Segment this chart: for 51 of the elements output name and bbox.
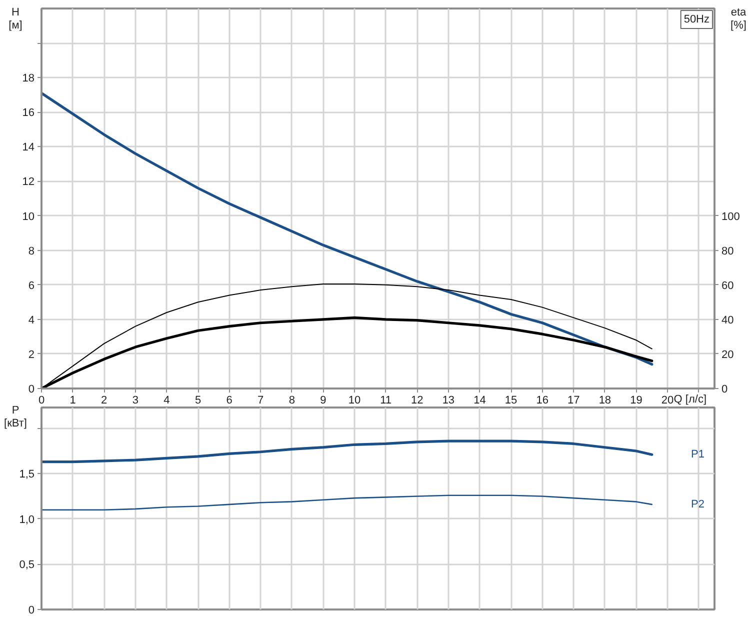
y-tick-label: 14 [22,142,35,154]
y-tick-label: 0 [28,384,35,396]
x-tick-label: 4 [164,394,170,406]
y2-tick-label: 40 [722,314,734,326]
y-tick-label: 10 [22,210,35,223]
y2-tick-label: 60 [722,280,734,292]
y2-tick-label: 80 [722,245,734,258]
y2-tick-label: 100 [722,210,740,223]
x-tick-label: 20 [661,394,674,406]
x-tick-label: 17 [568,394,580,406]
x-tick-label: 11 [380,394,392,406]
text: P1 [691,448,705,461]
x-tick-label: 0 [38,394,45,406]
line-series [42,440,654,464]
line-series [42,92,654,366]
x-tick-label: 1 [70,394,76,406]
x-tick-label: 3 [132,394,138,406]
annotation: 50Hz [684,14,710,26]
y-tick-label: 8 [28,245,35,258]
x-tick-label: 12 [411,394,424,406]
y-tick-label: 12 [22,176,35,188]
y-axis-title: H [м] [8,6,22,32]
y-tick-label: 18 [22,72,35,85]
x-tick-label: 16 [536,394,548,406]
y-tick-label: 1,5 [19,468,35,481]
x-tick-label: 14 [474,394,486,406]
x-tick-label: 9 [320,394,326,406]
y-tick-label: 1,0 [19,514,35,526]
x-tick-label: 2 [101,394,108,406]
x-tick-label: 13 [442,394,455,406]
y2-axis-title: eta [%] [730,6,748,32]
x-tick-label: 18 [598,394,612,406]
y-tick-label: 0,5 [19,559,35,572]
y-tick-label: 4 [28,314,35,326]
y2-tick-label: 0 [722,384,728,396]
text: P2 [691,498,705,510]
y2-tick-label: 20 [722,348,734,361]
x-tick-label: 15 [504,394,518,406]
x-tick-label: 10 [348,394,361,406]
x-tick-label: 19 [630,394,642,406]
x-tick-label: 7 [258,394,264,406]
x-tick-label: 6 [226,394,232,406]
y-tick-label: 16 [22,107,35,120]
x-tick-label: 8 [288,394,295,406]
line-series [42,494,653,511]
y-tick-label: 2 [28,348,35,361]
x-axis-title: Q [л/с] [674,394,707,406]
y-tick-label: 0 [28,604,35,616]
y-tick-label: 6 [28,280,35,292]
y-axis-title: P [кВт] [4,404,27,430]
x-tick-label: 5 [194,394,202,406]
